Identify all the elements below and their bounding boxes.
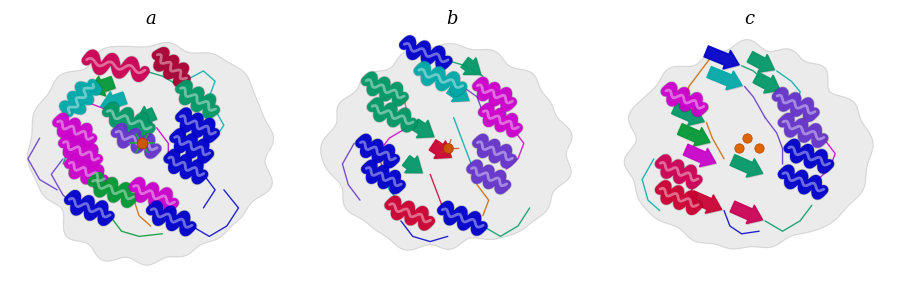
Text: b: b [446,10,457,28]
Point [752,146,767,151]
Polygon shape [625,40,873,249]
Text: a: a [146,10,157,28]
Polygon shape [28,43,274,265]
Point [732,146,746,151]
Text: c: c [744,10,755,28]
Point [135,141,149,146]
Point [441,146,454,151]
Point [740,136,754,140]
Polygon shape [320,44,572,250]
